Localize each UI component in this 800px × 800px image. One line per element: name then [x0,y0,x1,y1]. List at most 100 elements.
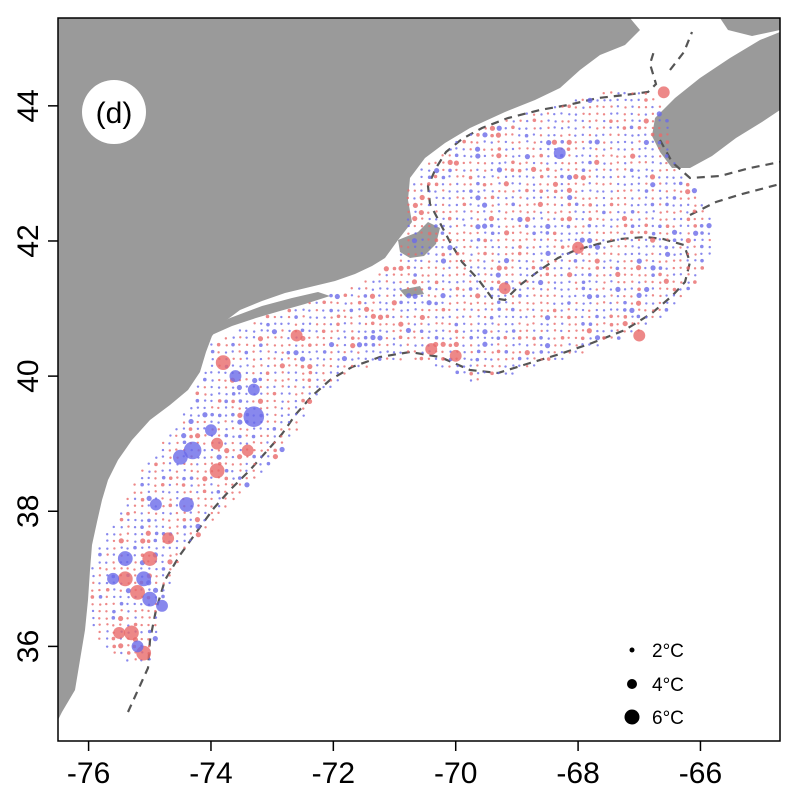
survey-point [462,161,466,165]
survey-point [456,281,459,284]
survey-point [540,252,543,255]
survey-point [567,162,571,165]
survey-point [189,539,192,542]
survey-point [238,491,241,494]
survey-point [525,329,529,332]
survey-point [616,175,620,179]
survey-point [232,357,235,360]
survey-point [462,273,466,276]
survey-point [343,315,347,319]
survey-point [489,315,494,320]
survey-point [525,365,529,368]
survey-point [651,120,655,123]
survey-point [147,623,150,627]
survey-point [637,98,640,102]
survey-point [344,302,347,305]
survey-point [679,246,682,249]
survey-point [105,533,109,536]
survey-point [224,379,227,382]
survey-point [637,252,641,255]
survey-point [462,148,465,151]
survey-point [546,260,550,263]
survey-point [364,315,368,319]
survey-point [225,392,228,396]
survey-point [644,189,649,193]
survey-point [266,406,269,410]
survey-point [231,386,235,389]
survey-point [560,217,565,222]
survey-point [257,398,264,404]
survey-point [504,350,509,354]
survey-point [406,301,410,304]
survey-point [462,294,465,298]
survey-point [679,217,683,221]
survey-point [411,238,418,244]
survey-point [526,323,529,326]
survey-point [504,154,508,158]
survey-point [147,490,151,494]
survey-point [302,372,305,375]
survey-point [539,294,543,298]
survey-point [588,253,591,256]
survey-point [113,588,116,591]
survey-point [631,105,634,108]
survey-point [427,357,431,360]
survey-point [644,266,647,270]
survey-point [518,134,521,137]
survey-point [659,281,662,284]
survey-point [133,622,138,627]
survey-point [468,287,473,291]
survey-point [504,168,508,171]
survey-point [196,463,199,466]
survey-point [433,174,438,179]
survey-point [624,253,627,256]
survey-point [659,211,662,214]
survey-point [637,246,641,249]
survey-point [630,330,633,333]
survey-point [616,336,621,340]
highlighted-point [211,437,224,450]
survey-point [644,147,647,150]
survey-point [547,119,550,122]
survey-point [434,224,438,228]
survey-point [621,215,628,222]
survey-point [526,211,529,214]
survey-point [575,168,578,171]
survey-point [568,210,571,214]
survey-point [504,230,510,236]
survey-point [582,210,585,214]
survey-point [155,456,158,459]
survey-point [449,148,452,151]
survey-point [651,217,654,220]
survey-point [617,133,620,137]
survey-point [596,302,599,305]
survey-point [525,336,529,339]
survey-point [190,484,193,487]
survey-point [659,294,662,298]
survey-point [182,413,186,416]
survey-point [484,273,487,276]
survey-point [476,218,480,221]
survey-point [644,126,647,129]
survey-point [588,259,591,263]
survey-point [488,215,495,222]
survey-point [511,160,515,165]
survey-point [224,386,228,389]
survey-point [420,168,423,171]
survey-point [609,182,612,186]
survey-point [406,287,410,290]
survey-point [483,280,487,283]
survey-point [547,281,550,284]
survey-point [210,476,213,479]
survey-point [287,337,290,340]
survey-point [119,601,124,606]
survey-point [673,253,676,256]
survey-point [231,463,235,466]
survey-point [259,322,263,325]
survey-point [133,554,137,557]
survey-point [189,532,193,535]
survey-point [385,302,388,305]
canada-contour-2 [689,182,780,216]
survey-point [406,196,410,200]
survey-point [337,309,340,312]
